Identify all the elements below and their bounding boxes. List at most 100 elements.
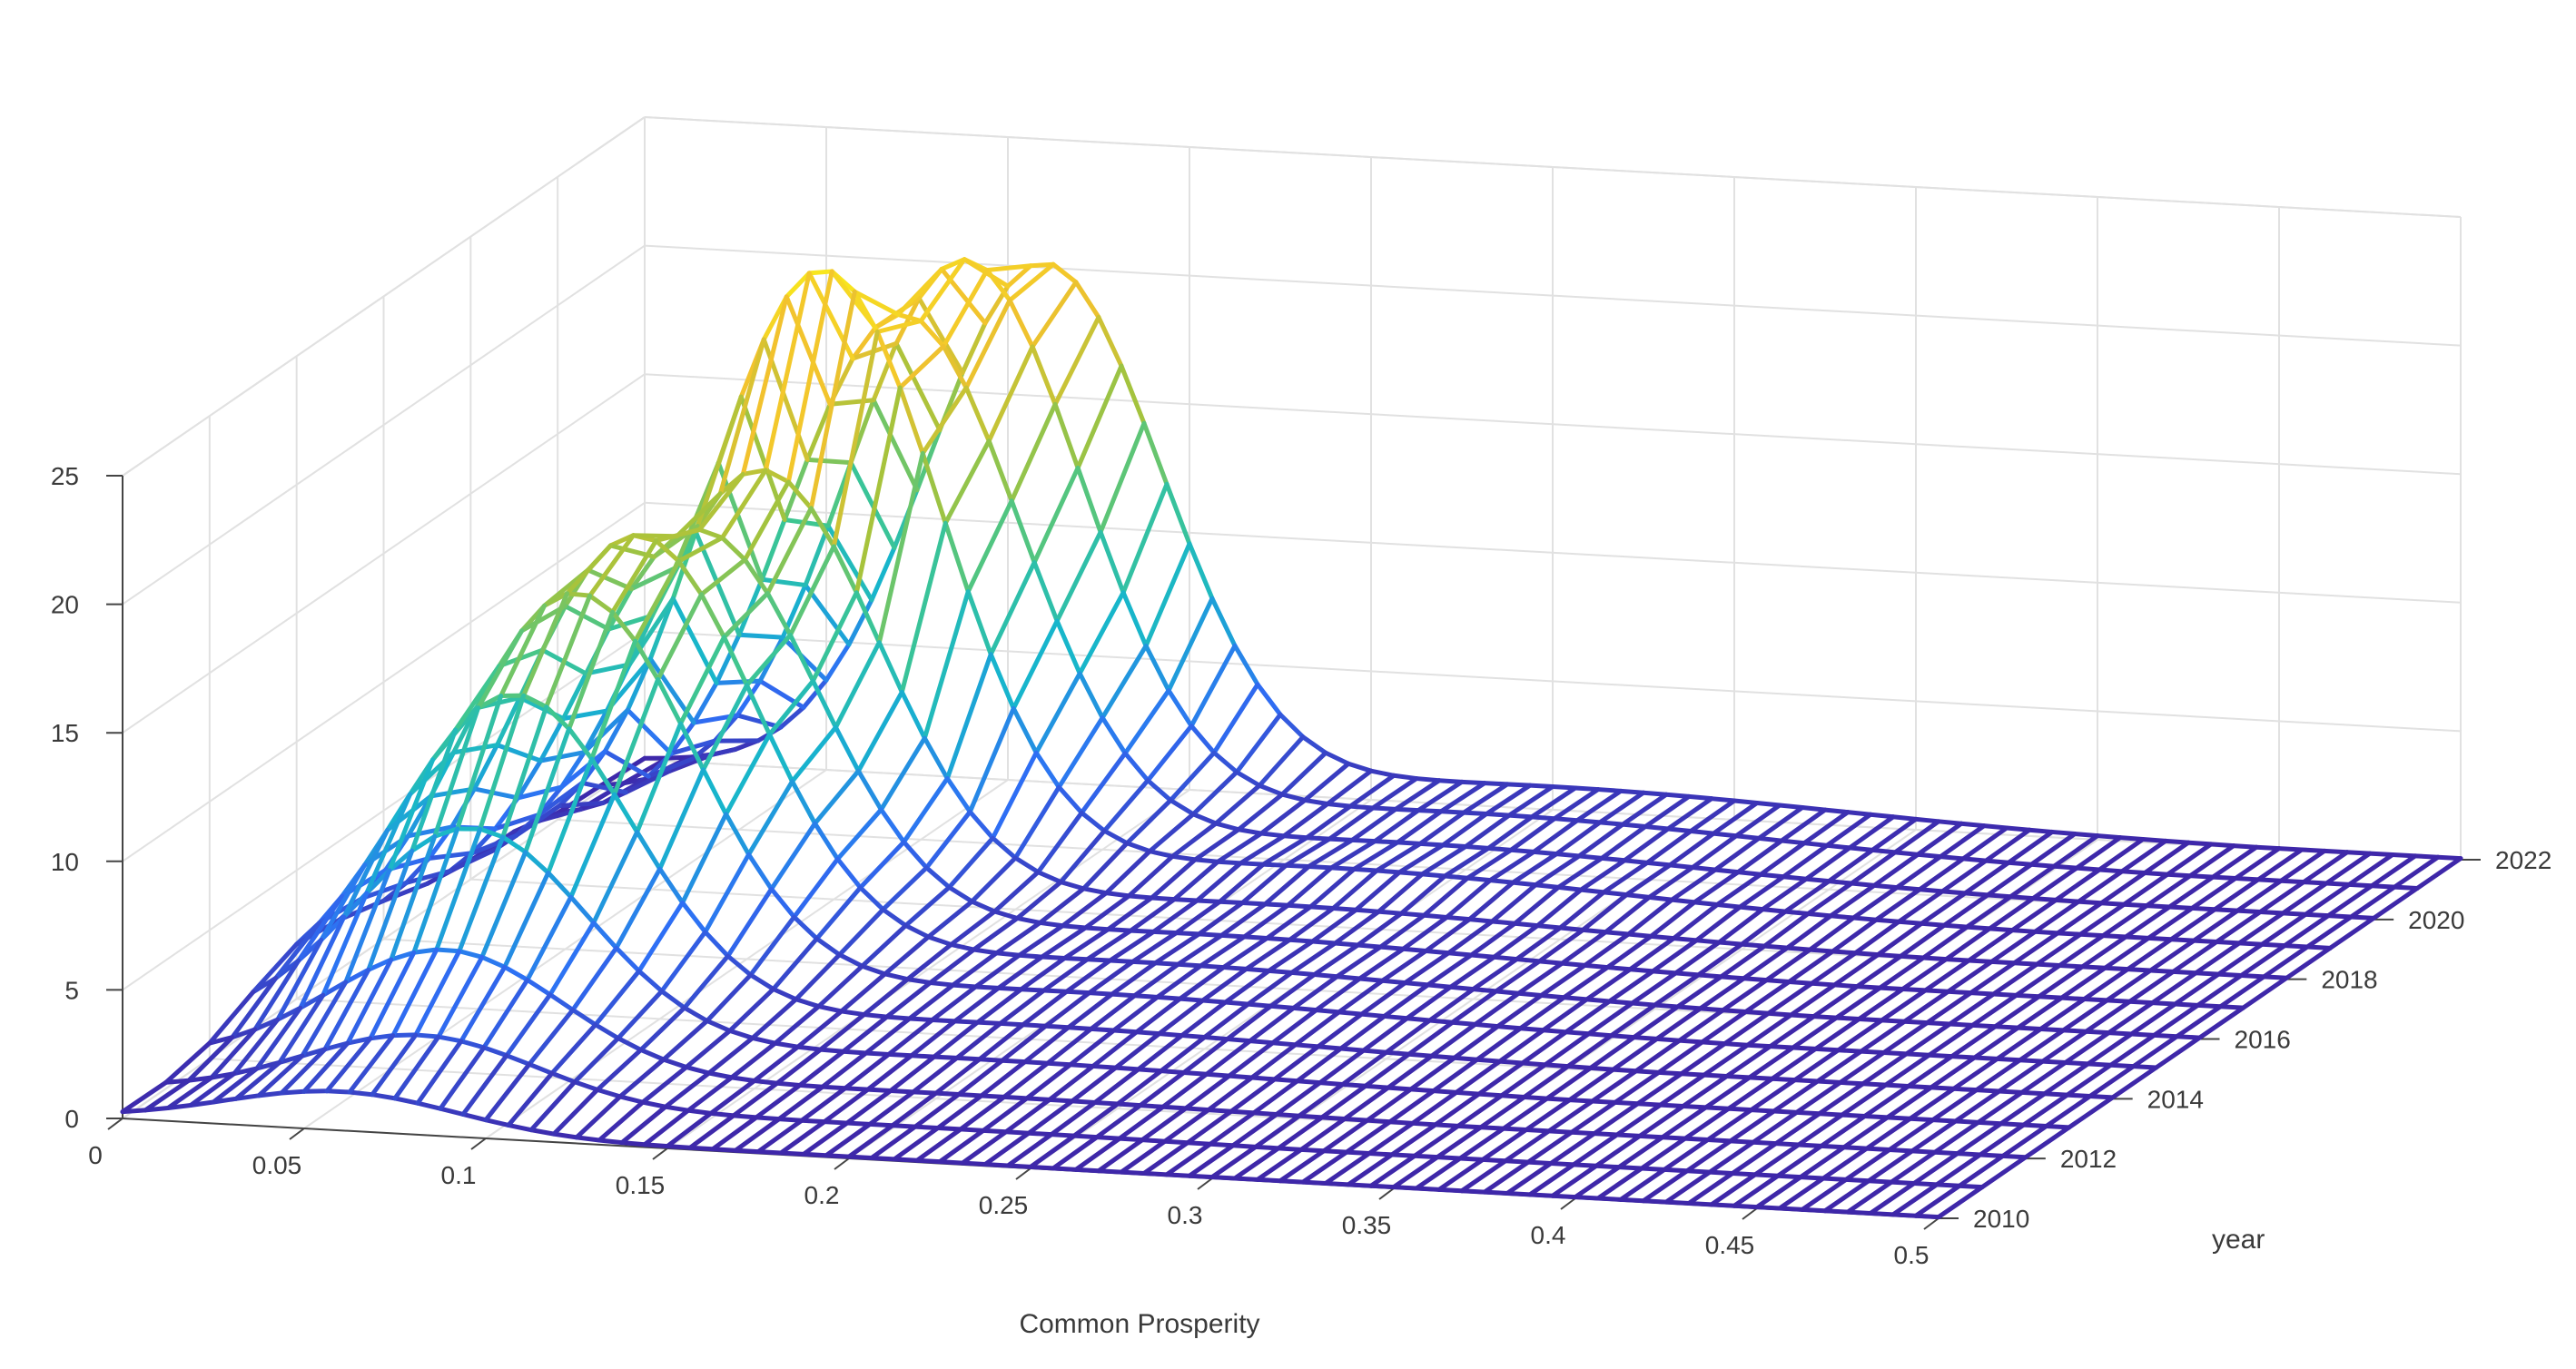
mesh-x-segment [787,544,836,637]
mesh-x-segment [1185,1108,1234,1146]
mesh-year-segment [773,1040,801,1049]
mesh-x-segment [1306,837,1355,870]
mesh-year-segment [347,1089,375,1098]
mesh-x-segment [1632,1004,1680,1040]
mesh-year-segment [1862,1113,1890,1120]
mesh-year-segment [913,1124,941,1131]
mesh-year-segment [865,1087,893,1093]
mesh-year-segment [1005,263,1033,289]
mesh-x-segment [1830,917,1879,954]
mesh-x-segment [1775,1143,1824,1178]
mesh-year-segment [2189,905,2217,912]
mesh-year-segment [343,967,371,985]
mesh-x-segment [846,1123,895,1159]
mesh-year-segment [1712,867,1741,875]
mesh-year-segment [457,949,485,960]
mesh-year-segment [483,1118,511,1128]
mesh-year-segment [1976,1119,2004,1127]
mesh-year-segment [1722,1041,1751,1048]
mesh-year-segment [1359,1011,1387,1019]
mesh-year-segment [1786,979,1814,986]
mesh-year-segment [2142,871,2170,877]
mesh-x-segment [1051,1135,1100,1171]
mesh-year-segment [1567,1098,1595,1104]
mesh-year-segment [2123,934,2151,941]
mesh-year-segment [1431,1088,1459,1095]
mesh-x-segment [841,1014,890,1054]
mesh-x-segment [903,884,952,929]
x-tick-1 [289,1128,305,1140]
mesh-year-segment [1433,1122,1461,1128]
mesh-year-segment [1244,966,1271,973]
mesh-x-segment [1178,965,1226,1001]
mesh-year-segment [2170,969,2198,976]
mesh-year-segment [1735,870,1763,877]
mesh-x-segment [1484,783,1533,817]
mesh-x-segment [1103,849,1152,896]
mesh-year-segment [1268,1003,1297,1010]
mesh-year-segment [1877,985,1905,992]
mesh-x-segment [1786,949,1835,984]
mesh-year-segment [1677,1038,1705,1045]
mesh-x-segment [1075,363,1124,470]
mesh-year-segment [2021,1122,2049,1128]
mesh-x-segment [233,1059,282,1101]
mesh-x-segment [1625,897,1674,937]
mesh-year-segment [1616,1165,1644,1171]
mesh-x-segment [1045,1026,1094,1066]
mesh-x-segment [1094,1103,1143,1140]
mesh-year-segment [1024,1096,1052,1102]
mesh-year-segment [769,886,797,920]
mesh-x-segment [686,1075,735,1113]
mesh-year-segment [1489,919,1517,926]
mesh-year-segment [958,1127,986,1133]
mesh-year-segment [1120,590,1149,648]
mesh-year-segment [1609,1033,1637,1040]
mesh-year-segment [2214,939,2242,946]
mesh-year-segment [1821,1176,1849,1182]
mesh-year-segment [2144,903,2172,910]
mesh-year-segment [1656,1069,1684,1077]
mesh-x-segment [1859,1019,1907,1054]
mesh-x-segment [1622,826,1671,863]
left-wall-grid-z-4 [122,244,646,606]
mesh-x-segment [765,506,814,596]
mesh-year-segment [1630,1000,1657,1008]
y-tick-label-5: 2020 [2408,906,2464,934]
mesh-x-segment [1851,885,1900,921]
mesh-year-segment [1673,970,1701,978]
mesh-x-segment [1898,922,1947,959]
mesh-year-segment [1688,829,1716,836]
mesh-year-segment [1578,887,1606,895]
mesh-x-segment [1752,1142,1801,1177]
mesh-year-segment [1408,1087,1436,1094]
mesh-year-segment [1457,1156,1485,1162]
mesh-x-segment [684,1028,733,1070]
mesh-year-segment [478,826,506,840]
mesh-year-segment [733,1147,761,1155]
mesh-year-segment [1582,962,1610,970]
mesh-year-segment [2049,829,2078,837]
mesh-x-segment [1635,1071,1684,1107]
z-tick-label-0: 0 [64,1105,79,1133]
mesh-year-segment [1849,881,1877,888]
mesh-year-segment [678,721,706,773]
mesh-year-segment [1302,797,1330,807]
mesh-x-segment [1189,643,1238,729]
mesh-year-segment [1518,1026,1546,1033]
mesh-year-segment [1637,1133,1665,1140]
mesh-x-segment [2034,931,2083,967]
mesh-year-segment [1009,498,1037,565]
mesh-x-segment [1351,840,1400,872]
mesh-x-segment [1255,1147,1304,1182]
mesh-year-segment [1957,1183,1985,1190]
mesh-year-segment [820,1084,848,1091]
mesh-x-segment [654,527,702,544]
mesh-year-segment [2168,937,2196,943]
mesh-x-segment [1289,941,1337,975]
mesh-x-segment [165,1075,214,1111]
mesh-x-segment [646,756,695,779]
mesh-x-segment [2193,941,2242,976]
mesh-x-segment [918,257,967,324]
mesh-x-segment [587,533,636,598]
